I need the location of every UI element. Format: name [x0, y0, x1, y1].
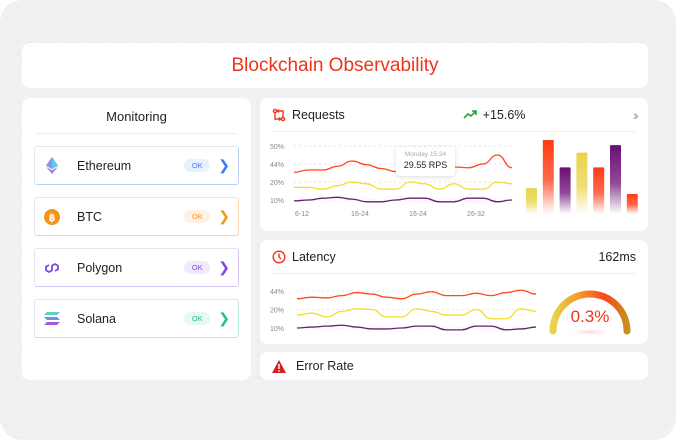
- error-gauge-arc: [549, 290, 631, 335]
- item-name: BTC: [77, 209, 102, 224]
- y-tick-label: 10%: [270, 326, 284, 333]
- x-tick-label: 16-24: [409, 211, 427, 218]
- bar: [559, 167, 571, 214]
- series-line-0: [296, 289, 537, 300]
- ethereum-icon: [44, 157, 60, 174]
- y-tick-label: 44%: [270, 289, 284, 296]
- clock-icon: [272, 249, 286, 264]
- bar: [626, 194, 638, 214]
- monitoring-item-solana[interactable]: Solana OK ❯: [34, 299, 239, 338]
- bar: [593, 167, 605, 214]
- item-name: Polygon: [77, 260, 123, 275]
- git-compare-icon: [272, 108, 286, 121]
- tooltip-value: 29.55 RPS: [403, 160, 448, 170]
- y-tick-label: 50%: [270, 144, 284, 151]
- chevron-right-icon[interactable]: ❯: [218, 208, 230, 224]
- y-tick-label: 20%: [270, 180, 284, 187]
- chevron-right-icon[interactable]: ❯: [218, 157, 230, 173]
- svg-text:฿: ฿: [49, 213, 55, 224]
- polygon-icon: [44, 260, 60, 276]
- solana-icon: [44, 311, 60, 327]
- series-line-1: [296, 308, 537, 320]
- chart-tooltip: Monday 15:24 29.55 RPS: [396, 147, 455, 176]
- series-line-1: [294, 181, 513, 190]
- chevron-right-icon[interactable]: ❯: [218, 259, 230, 275]
- gauge-value: 0.3%: [571, 307, 610, 326]
- status-badge: OK: [184, 210, 211, 223]
- trending-up-icon: [463, 109, 477, 119]
- latency-value: 162ms: [598, 249, 636, 264]
- monitoring-heading: Monitoring: [106, 109, 167, 124]
- status-badge: OK: [184, 261, 211, 274]
- latency-panel: Latency 162ms 0.3% 44% 20% 10%: [260, 240, 648, 344]
- y-tick-label: 44%: [270, 162, 284, 169]
- x-tick-label: 16-24: [351, 211, 369, 218]
- status-badge: OK: [184, 312, 211, 325]
- chevron-right-icon[interactable]: ❯: [218, 310, 230, 326]
- latency-label: Latency: [292, 249, 336, 264]
- error-rate-panel[interactable]: Error Rate: [260, 352, 648, 380]
- tooltip-time: Monday 15:24: [404, 151, 447, 158]
- page-title: Blockchain Observability: [22, 43, 648, 88]
- monitoring-item-ethereum[interactable]: Ethereum OK ❯: [34, 146, 239, 185]
- item-name: Solana: [77, 311, 116, 326]
- divider: [36, 133, 237, 134]
- item-name: Ethereum: [77, 158, 132, 173]
- bar: [610, 145, 621, 214]
- y-tick-label: 20%: [270, 308, 284, 315]
- monitoring-item-btc[interactable]: ฿ BTC OK ❯: [34, 197, 239, 236]
- bitcoin-icon: ฿: [44, 208, 60, 225]
- series-line-2: [296, 324, 537, 331]
- status-badge: OK: [184, 159, 211, 172]
- latency-chart: 0.3% 44% 20% 10%: [270, 289, 631, 336]
- series-line-2: [293, 196, 513, 203]
- warning-icon: [272, 359, 286, 373]
- bar: [526, 188, 537, 214]
- bar: [576, 152, 588, 214]
- monitoring-item-polygon[interactable]: Polygon OK ❯: [34, 248, 239, 287]
- requests-trend: +15.6%: [482, 107, 526, 122]
- requests-panel: Requests +15.6% ›› 50% 44% 20% 10% 6-12 16-24…: [260, 98, 648, 231]
- gauge-glow: [566, 328, 614, 336]
- error-rate-label: Error Rate: [296, 359, 354, 373]
- monitoring-panel: Monitoring Ethereum OK ❯ ฿ BTC OK ❯ Polyg…: [22, 98, 251, 380]
- bar: [542, 140, 554, 214]
- x-tick-label: 26-32: [467, 211, 485, 218]
- y-tick-label: 10%: [270, 198, 284, 205]
- requests-label: Requests: [292, 107, 345, 122]
- x-tick-label: 6-12: [295, 211, 309, 218]
